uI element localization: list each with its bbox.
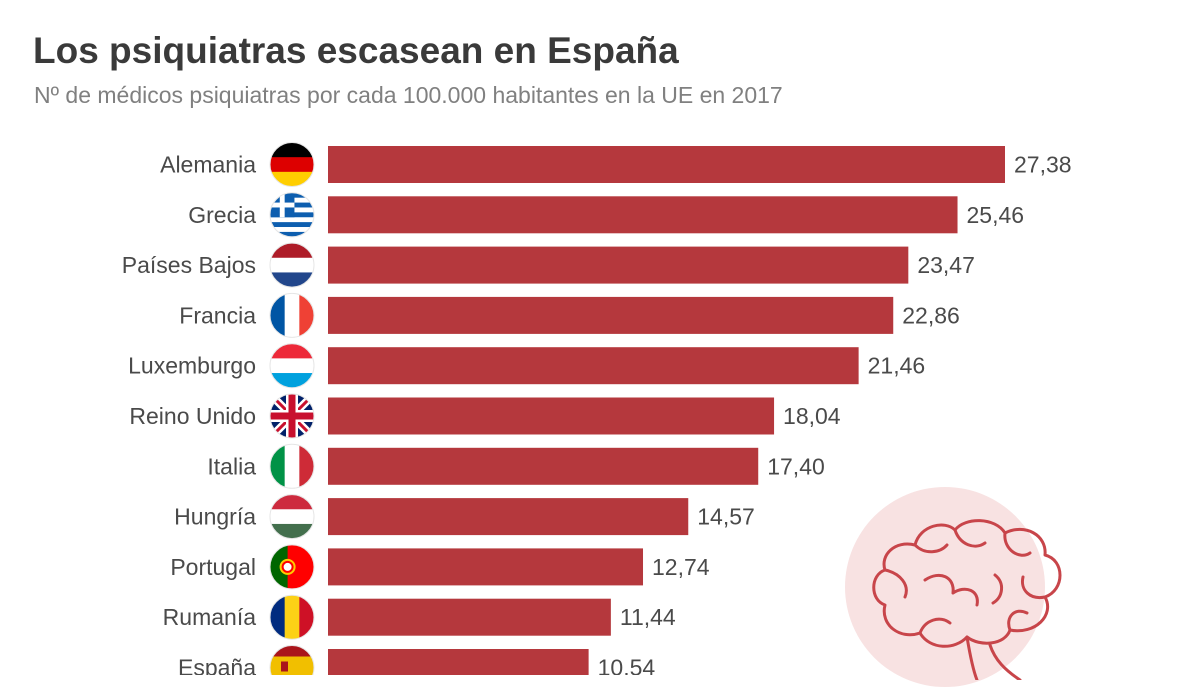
- luxembourg-flag-icon: [270, 343, 314, 388]
- bar: [328, 246, 909, 284]
- value-label: 10,54: [598, 655, 656, 676]
- chart-subtitle: Nº de médicos psiquiatras por cada 100.0…: [34, 82, 783, 108]
- bar: [328, 397, 775, 435]
- netherlands-flag-icon: [270, 243, 314, 288]
- bar: [328, 598, 611, 636]
- france-flag-icon: [270, 293, 314, 338]
- value-label: 23,47: [917, 252, 975, 278]
- romania-flag-icon: [270, 595, 314, 640]
- bar: [328, 548, 644, 586]
- uk-flag-icon: [270, 394, 314, 438]
- bar: [328, 296, 894, 334]
- category-label: Luxemburgo: [128, 353, 256, 379]
- category-label: Francia: [179, 302, 256, 328]
- value-label: 17,40: [767, 453, 825, 479]
- chart-title: Los psiquiatras escasean en España: [33, 30, 679, 71]
- brain-icon: [872, 519, 1062, 680]
- bar: [328, 347, 859, 385]
- bar: [328, 649, 589, 675]
- bar: [328, 146, 1005, 183]
- category-label: España: [178, 655, 256, 676]
- category-label: Países Bajos: [122, 252, 256, 278]
- hungary-flag-icon: [270, 494, 314, 539]
- category-label: Alemania: [160, 152, 256, 178]
- category-label: Italia: [207, 453, 256, 479]
- category-label: Hungría: [174, 504, 256, 530]
- bar: [328, 447, 759, 485]
- decorative-circle: [845, 487, 1045, 687]
- value-label: 22,86: [902, 302, 960, 328]
- germany-flag-icon: [270, 142, 314, 187]
- category-label: Portugal: [170, 554, 256, 580]
- value-label: 18,04: [783, 403, 841, 429]
- italy-flag-icon: [270, 444, 314, 489]
- value-label: 12,74: [652, 554, 710, 580]
- portugal-flag-icon: [270, 544, 314, 589]
- category-label: Grecia: [188, 202, 256, 228]
- value-label: 21,46: [868, 353, 926, 379]
- value-label: 11,44: [620, 604, 676, 630]
- category-label: Rumanía: [163, 604, 257, 630]
- spain-flag-icon: [270, 645, 314, 675]
- bar: [328, 498, 689, 536]
- bar: [328, 196, 958, 234]
- value-label: 14,57: [697, 504, 755, 530]
- value-label: 27,38: [1014, 152, 1072, 178]
- category-label: Reino Unido: [129, 403, 256, 429]
- value-label: 25,46: [967, 202, 1025, 228]
